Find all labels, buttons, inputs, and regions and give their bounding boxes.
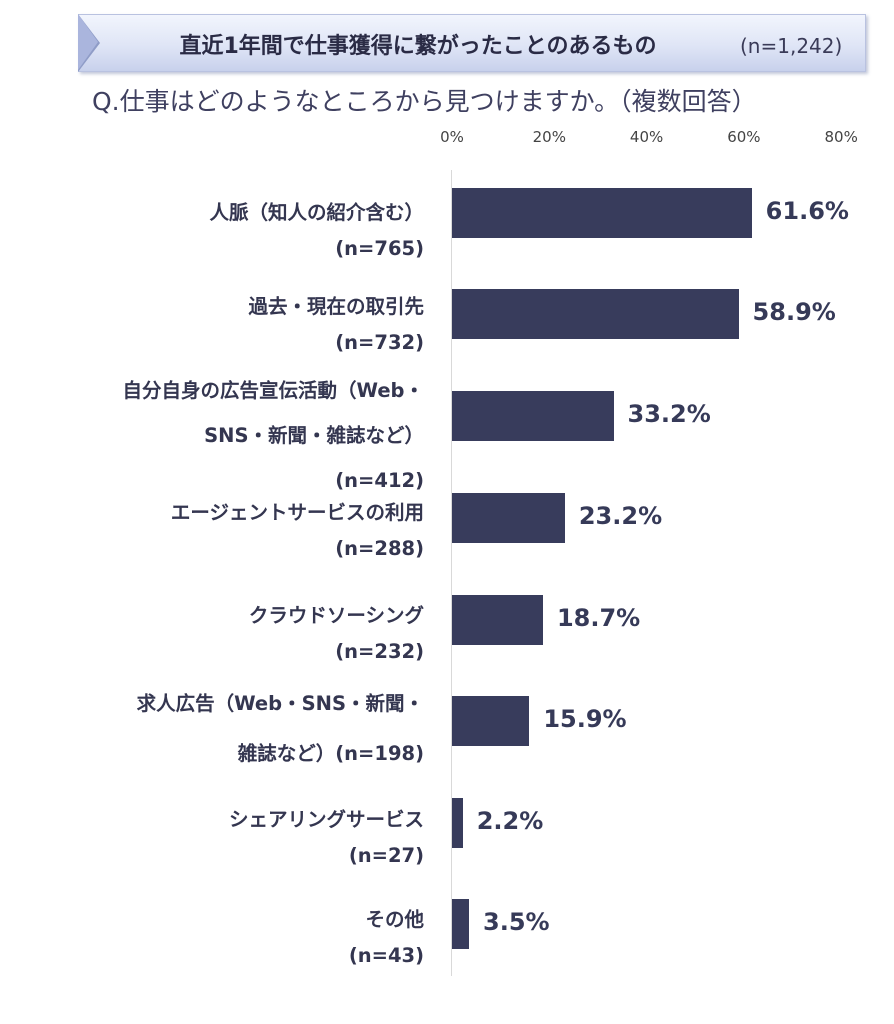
category-label-line: 自分自身の広告宣伝活動（Web・ [122, 379, 425, 402]
bar [452, 391, 614, 441]
bar [452, 696, 530, 746]
category-label: 過去・現在の取引先 (n=732) [248, 289, 424, 361]
sample-size: (n=1,242) [740, 34, 843, 58]
title-banner [78, 14, 866, 72]
x-tick-label: 20% [532, 128, 566, 146]
x-tick-label: 80% [824, 128, 858, 146]
data-label: 33.2% [627, 400, 711, 428]
x-tick-label: 40% [629, 128, 664, 146]
data-label: 3.5% [483, 908, 550, 936]
category-label-line: 求人広告（Web・SNS・新聞・ [136, 692, 424, 715]
chart-title: 直近1年間で仕事獲得に繋がったことのあるもの [179, 34, 657, 59]
category-label: エージェントサービスの利用 (n=288) [171, 495, 424, 567]
category-label-line: 過去・現在の取引先 [248, 295, 424, 318]
category-label-line: その他 [365, 908, 424, 931]
category-label-line: (n=765) [335, 237, 424, 260]
category-label-line: SNS・新聞・雑誌など） [204, 424, 424, 447]
banner-arrow-highlight [78, 14, 98, 70]
category-label-line: 雑誌など）(n=198) [237, 742, 424, 765]
x-tick-label: 0% [440, 128, 464, 146]
y-axis-line [451, 170, 452, 976]
category-label-line: (n=43) [348, 944, 424, 967]
category-label-line: (n=412) [335, 469, 424, 492]
category-label: 自分自身の広告宣伝活動（Web・ SNS・新聞・雑誌など） (n=412) [123, 368, 425, 503]
category-label-line: シェアリングサービス [228, 808, 424, 831]
category-label: 人脈（知人の紹介含む） (n=765) [209, 195, 424, 267]
bar [452, 289, 739, 339]
bar [452, 188, 752, 238]
bar [452, 899, 470, 949]
data-label: 2.2% [476, 807, 544, 835]
bar [452, 595, 543, 645]
category-label: クラウドソーシング (n=232) [249, 598, 424, 670]
question-text: Q.仕事はどのようなところから見つけますか。（複数回答） [92, 87, 757, 116]
data-label: 18.7% [556, 604, 641, 632]
bar [452, 493, 565, 543]
category-label-line: 人脈（知人の紹介含む） [209, 201, 424, 224]
category-label: シェアリングサービス (n=27) [229, 802, 424, 874]
category-label-line: (n=27) [348, 844, 424, 867]
category-label-line: (n=288) [335, 537, 424, 560]
category-label-line: (n=732) [335, 331, 424, 354]
category-label-line: (n=232) [335, 640, 424, 663]
category-label-line: クラウドソーシング [248, 604, 424, 627]
data-label: 61.6% [765, 197, 849, 225]
category-label-line: エージェントサービスの利用 [170, 501, 424, 524]
category-label: その他 (n=43) [349, 902, 424, 974]
x-tick-label: 60% [727, 128, 761, 146]
bar [452, 798, 463, 848]
data-label: 15.9% [543, 705, 627, 733]
data-label: 58.9% [752, 298, 836, 326]
data-label: 23.2% [578, 502, 663, 530]
category-label: 求人広告（Web・SNS・新聞・雑誌など）(n=198) [137, 679, 424, 779]
